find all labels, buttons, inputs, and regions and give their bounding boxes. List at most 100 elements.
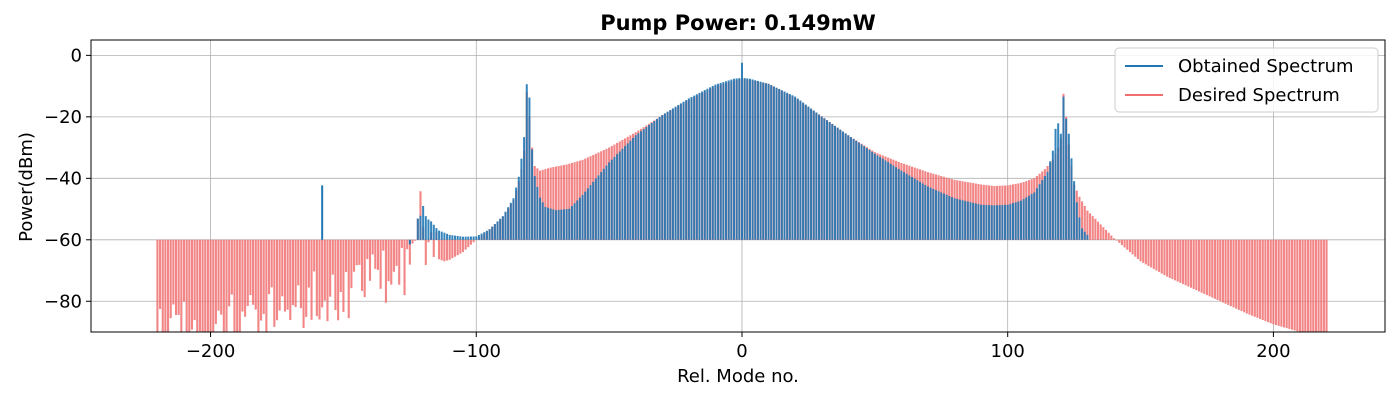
spectrum-bar	[1115, 239, 1118, 241]
spectrum-bar	[687, 98, 690, 240]
spectrum-bar	[762, 82, 765, 240]
spectrum-bar	[376, 239, 380, 270]
spectrum-bar	[1251, 239, 1254, 316]
spectrum-bar	[453, 239, 457, 257]
spectrum-bar	[1269, 239, 1272, 324]
spectrum-bar	[1229, 239, 1232, 307]
spectrum-bar	[190, 239, 194, 330]
chart-title: Pump Power: 0.149mW	[600, 11, 876, 35]
spectrum-bar	[174, 239, 178, 316]
spectrum-bar	[581, 194, 584, 240]
spectrum-bar	[161, 239, 164, 332]
x-tick-label: 100	[991, 341, 1025, 362]
spectrum-bar	[677, 105, 680, 240]
spectrum-bar	[382, 239, 385, 251]
spectrum-bar	[1128, 239, 1131, 253]
spectrum-bar	[756, 80, 759, 240]
spectrum-bar	[1158, 239, 1161, 273]
spectrum-bar	[321, 185, 324, 240]
spectrum-bar	[533, 176, 536, 240]
spectrum-bar	[440, 239, 443, 261]
spectrum-bar	[1112, 238, 1116, 240]
spectrum-bar	[624, 146, 627, 240]
spectrum-bar	[852, 138, 855, 240]
spectrum-bar	[411, 239, 414, 244]
spectrum-bar	[895, 167, 898, 240]
spectrum-bar	[408, 239, 411, 265]
spectrum-bar	[1027, 195, 1030, 240]
spectrum-bar	[666, 111, 669, 240]
spectrum-bar	[544, 206, 547, 240]
spectrum-bar	[966, 201, 969, 240]
spectrum-bar	[1155, 239, 1158, 271]
spectrum-bar	[257, 239, 260, 332]
spectrum-bar	[321, 239, 324, 308]
spectrum-bar	[679, 103, 682, 240]
spectrum-bar	[698, 92, 701, 240]
spectrum-bar	[1038, 184, 1041, 240]
spectrum-bar	[844, 133, 847, 240]
spectrum-bar	[305, 239, 308, 317]
spectrum-bar	[956, 198, 959, 240]
spectrum-bar	[1081, 201, 1084, 240]
spectrum-bar	[647, 125, 650, 240]
spectrum-bar	[1006, 204, 1009, 240]
spectrum-bar	[552, 167, 555, 240]
spectrum-bar	[600, 172, 603, 240]
spectrum-bar	[1086, 210, 1089, 240]
spectrum-bar	[451, 235, 454, 240]
spectrum-bar	[733, 78, 736, 240]
spectrum-bar	[443, 232, 446, 240]
legend-label-obtained: Obtained Spectrum	[1178, 56, 1354, 77]
spectrum-bar	[1104, 229, 1108, 240]
spectrum-bar	[286, 239, 289, 310]
spectrum-bar	[339, 239, 342, 293]
spectrum-bar	[1070, 158, 1073, 240]
spectrum-bar	[1123, 239, 1126, 248]
spectrum-bar	[491, 226, 494, 240]
spectrum-bar	[512, 198, 515, 240]
spectrum-bar	[1126, 239, 1129, 250]
spectrum-bar	[424, 239, 427, 265]
spectrum-bar	[921, 183, 924, 240]
spectrum-bar	[1192, 239, 1195, 289]
spectrum-bar	[1245, 239, 1248, 314]
spectrum-bar	[610, 159, 613, 240]
spectrum-bar	[254, 239, 257, 310]
spectrum-bar	[1147, 239, 1150, 266]
spectrum-bar	[807, 106, 810, 240]
spectrum-bar	[942, 193, 945, 240]
spectrum-bar	[711, 85, 714, 240]
spectrum-bar	[1118, 239, 1121, 243]
spectrum-bar	[1277, 239, 1280, 326]
spectrum-bar	[674, 106, 677, 240]
spectrum-bar	[446, 239, 449, 261]
spectrum-bar	[547, 207, 550, 240]
spectrum-bar	[701, 91, 704, 240]
spectrum-bar	[448, 239, 451, 260]
spectrum-bar	[589, 185, 592, 240]
spectrum-bar	[448, 234, 451, 240]
spectrum-bar	[469, 236, 472, 240]
spectrum-bar	[289, 239, 292, 321]
spectrum-bar	[839, 129, 842, 240]
spectrum-bar	[544, 169, 547, 240]
legend-box	[1114, 47, 1379, 113]
spectrum-bar	[685, 100, 688, 240]
spectrum-bar	[374, 239, 377, 269]
spectrum-bar	[172, 239, 175, 305]
spectrum-bar	[847, 135, 850, 240]
spectrum-bar	[1320, 239, 1323, 332]
obtained-spectrum-bars	[321, 62, 1089, 245]
spectrum-bar	[594, 178, 597, 240]
spectrum-bar	[408, 239, 411, 245]
plot-frame	[90, 39, 1386, 333]
spectrum-bar	[177, 239, 180, 315]
spectrum-bar	[541, 202, 544, 240]
spectrum-bar	[1049, 161, 1052, 240]
spectrum-bar	[528, 97, 531, 240]
spectrum-bar	[464, 239, 467, 250]
spectrum-bar	[515, 187, 518, 240]
spectrum-bar	[469, 239, 473, 245]
spectrum-bar	[796, 98, 799, 240]
